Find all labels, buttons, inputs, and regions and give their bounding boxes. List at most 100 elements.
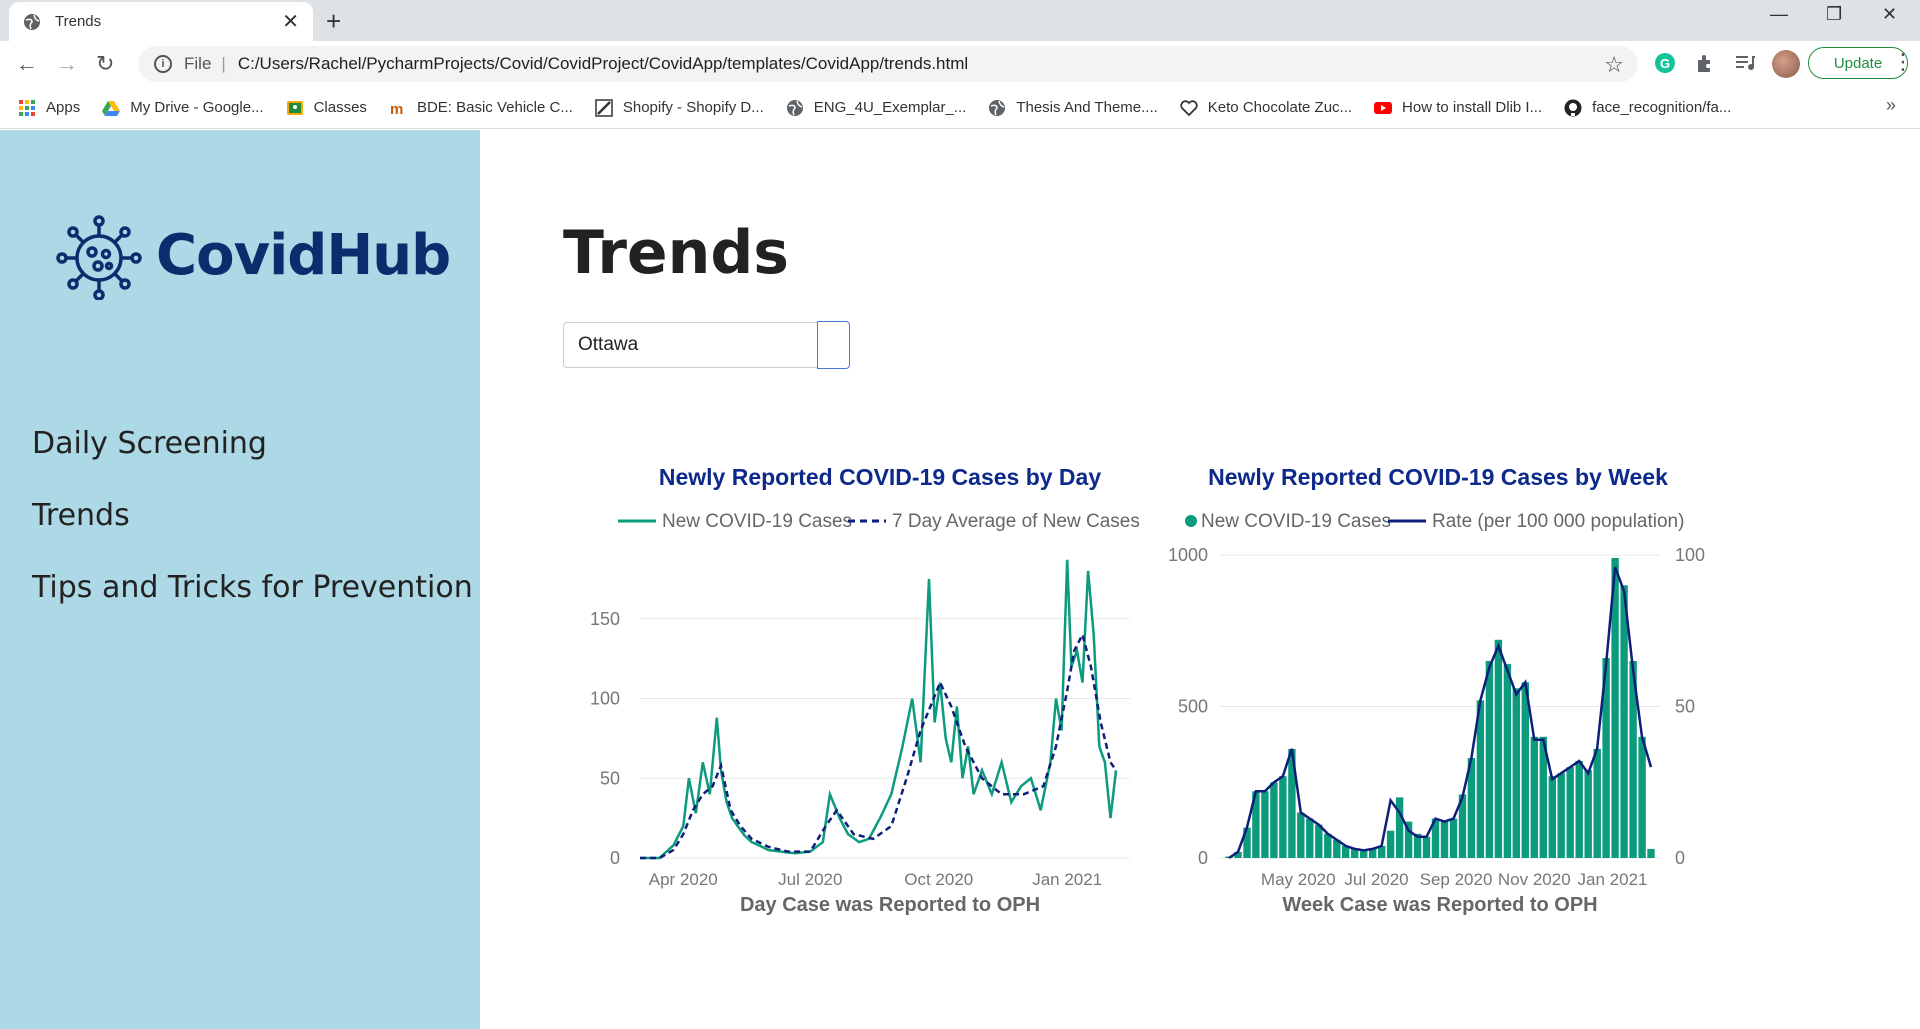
bar [1548,776,1556,858]
window-close-icon[interactable]: ✕ [1882,4,1898,24]
bar [1315,824,1323,858]
bar [1297,812,1305,858]
minimize-icon[interactable]: — [1770,4,1788,24]
nav-link-daily-screening[interactable]: Daily Screening [32,426,267,461]
bookmark-label: Thesis And Theme.... [1016,99,1158,116]
bookmark-label: Apps [46,99,81,116]
bookmark-item[interactable]: Shopify - Shopify D... [595,98,764,117]
bar [1440,821,1449,858]
x-axis-title: Day Case was Reported to OPH [740,894,1040,916]
bde-icon: m [389,99,407,118]
bookmark-item[interactable]: Classes [286,99,367,117]
bar [1306,818,1314,858]
new-tab-icon[interactable]: + [326,6,342,36]
url-text[interactable]: C:/Users/Rachel/PycharmProjects/Covid/Co… [237,54,969,73]
browser-toolbar: ← → ↻ i File | C:/Users/Rachel/PycharmPr… [0,41,1920,87]
bookmark-star-icon[interactable]: ☆ [1604,52,1624,77]
legend-label: 7 Day Average of New Cases [892,511,1140,532]
globe-icon [786,99,804,117]
x-tick-label: Jul 2020 [778,870,842,889]
youtube-icon [1374,99,1393,117]
bar [1584,770,1592,858]
x-tick-label: Apr 2020 [649,870,718,889]
forward-icon[interactable]: → [56,51,78,76]
y-tick-label: 150 [590,609,620,629]
restore-icon[interactable]: ❐ [1826,4,1843,24]
bookmark-item[interactable]: Keto Chocolate Zuc... [1180,99,1352,117]
legend-label: Rate (per 100 000 population) [1432,511,1684,532]
reload-icon[interactable]: ↻ [96,51,115,76]
x-tick-label: Jan 2021 [1578,870,1648,889]
bar [1342,845,1350,858]
x-axis-title: Week Case was Reported to OPH [1282,894,1597,916]
city-search-button[interactable] [817,321,850,369]
bookmark-label: BDE: Basic Vehicle C... [416,99,573,116]
google-classroom-icon [286,99,304,117]
chart-title: Newly Reported COVID-19 Cases by Week [1208,464,1668,490]
nav-link-trends[interactable]: Trends [32,498,130,533]
x-tick-label: May 2020 [1261,870,1336,889]
bar [1351,848,1359,858]
virus-logo-icon [56,215,142,300]
bar [1369,848,1377,858]
y-tick-label: 1000 [1168,545,1208,565]
bookmarks-overflow-icon[interactable]: » [1885,95,1896,115]
bar [1575,761,1583,858]
bar [1593,748,1601,858]
globe-icon [988,99,1006,117]
city-search [563,321,850,369]
daily-cases-chart: Newly Reported COVID-19 Cases by Day New … [590,464,1140,916]
tab-title: Trends [55,13,102,30]
profile-avatar[interactable] [1772,50,1800,78]
bar [1485,661,1494,858]
y-tick-label: 100 [590,689,620,709]
y2-tick-label: 0 [1675,848,1685,868]
close-tab-icon[interactable]: ✕ [282,11,299,33]
bar [1512,688,1520,858]
info-icon[interactable]: i [154,55,172,73]
bar [1629,661,1637,858]
y-tick-label: 50 [600,768,620,788]
bar [1378,845,1386,858]
menu-kebab-icon[interactable]: ⋮ [1892,49,1914,74]
bookmark-item[interactable]: m BDE: Basic Vehicle C... [389,99,573,118]
city-search-input[interactable] [563,322,817,368]
chart-title: Newly Reported COVID-19 Cases by Day [659,464,1101,490]
bookmark-item[interactable]: Thesis And Theme.... [988,99,1158,117]
media-queue-icon[interactable] [1734,52,1756,74]
bar [1252,791,1260,858]
extensions-puzzle-icon[interactable] [1694,52,1716,74]
sidebar: CovidHub Daily Screening Trends Tips and… [0,130,480,1029]
bookmark-item[interactable]: How to install Dlib I... [1374,99,1542,117]
bookmark-item[interactable]: ENG_4U_Exemplar_... [786,99,966,117]
series-line-7-day-average [640,631,1118,860]
bookmark-label: How to install Dlib I... [1402,99,1543,116]
bookmark-item[interactable]: face_recognition/fa... [1564,99,1731,117]
grammarly-icon[interactable]: G [1654,52,1676,74]
bar [1234,851,1242,858]
bookmark-item[interactable]: Apps [18,99,80,117]
bar [1557,773,1565,858]
nav-link-tips-prevention[interactable]: Tips and Tricks for Prevention [32,570,473,605]
bookmark-item[interactable]: My Drive - Google... [102,99,264,117]
browser-tab[interactable]: Trends ✕ [9,2,313,41]
bar [1404,821,1413,858]
bar [1458,794,1467,858]
bookmark-label: Classes [313,99,367,116]
series-line-rate [1228,566,1653,860]
bar [1270,782,1278,859]
bar [1413,833,1422,858]
bar [1449,818,1458,858]
bar [1288,748,1296,858]
series-line-new-cases [640,559,1118,860]
update-button[interactable]: Update [1808,47,1908,79]
globe-icon [24,13,40,30]
back-icon[interactable]: ← [16,51,38,76]
covidhub-logo[interactable]: CovidHub [56,210,451,300]
bar [1566,767,1574,858]
github-icon [1564,99,1582,117]
heart-icon [1180,99,1198,117]
x-tick-label: Oct 2020 [904,870,973,889]
address-bar[interactable]: i File | C:/Users/Rachel/PycharmProjects… [138,46,1638,82]
page-title: Trends [563,218,789,288]
